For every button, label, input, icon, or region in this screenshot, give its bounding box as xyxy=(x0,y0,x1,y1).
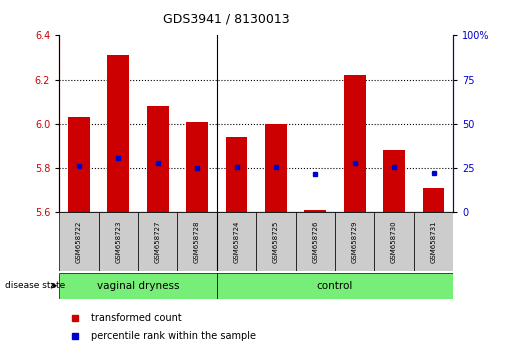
Bar xyxy=(138,212,177,271)
Text: disease state: disease state xyxy=(5,281,65,290)
Text: GSM658731: GSM658731 xyxy=(431,220,437,263)
Text: transformed count: transformed count xyxy=(91,313,181,322)
Text: GSM658730: GSM658730 xyxy=(391,220,397,263)
Text: vaginal dryness: vaginal dryness xyxy=(97,281,179,291)
Text: GSM658726: GSM658726 xyxy=(312,220,318,263)
Text: GSM658729: GSM658729 xyxy=(352,220,358,263)
Bar xyxy=(344,75,366,212)
Bar xyxy=(99,212,138,271)
Text: GSM658728: GSM658728 xyxy=(194,220,200,263)
Text: GSM658723: GSM658723 xyxy=(115,220,122,263)
Text: GSM658727: GSM658727 xyxy=(154,220,161,263)
Text: GSM658725: GSM658725 xyxy=(273,221,279,263)
Bar xyxy=(59,212,99,271)
Bar xyxy=(217,212,256,271)
Bar xyxy=(177,212,217,271)
Bar xyxy=(423,188,444,212)
Text: percentile rank within the sample: percentile rank within the sample xyxy=(91,331,256,341)
Bar xyxy=(217,273,453,299)
Bar xyxy=(374,212,414,271)
Bar xyxy=(265,124,287,212)
Bar xyxy=(296,212,335,271)
Bar xyxy=(335,212,374,271)
Bar xyxy=(414,212,453,271)
Text: GDS3941 / 8130013: GDS3941 / 8130013 xyxy=(163,12,290,25)
Bar xyxy=(226,137,247,212)
Bar xyxy=(256,212,296,271)
Text: GSM658724: GSM658724 xyxy=(233,221,239,263)
Bar xyxy=(304,210,326,212)
Bar xyxy=(59,273,217,299)
Text: control: control xyxy=(317,281,353,291)
Text: GSM658722: GSM658722 xyxy=(76,221,82,263)
Bar xyxy=(383,150,405,212)
Bar xyxy=(186,122,208,212)
Bar xyxy=(147,106,168,212)
Bar xyxy=(108,55,129,212)
Bar xyxy=(68,117,90,212)
